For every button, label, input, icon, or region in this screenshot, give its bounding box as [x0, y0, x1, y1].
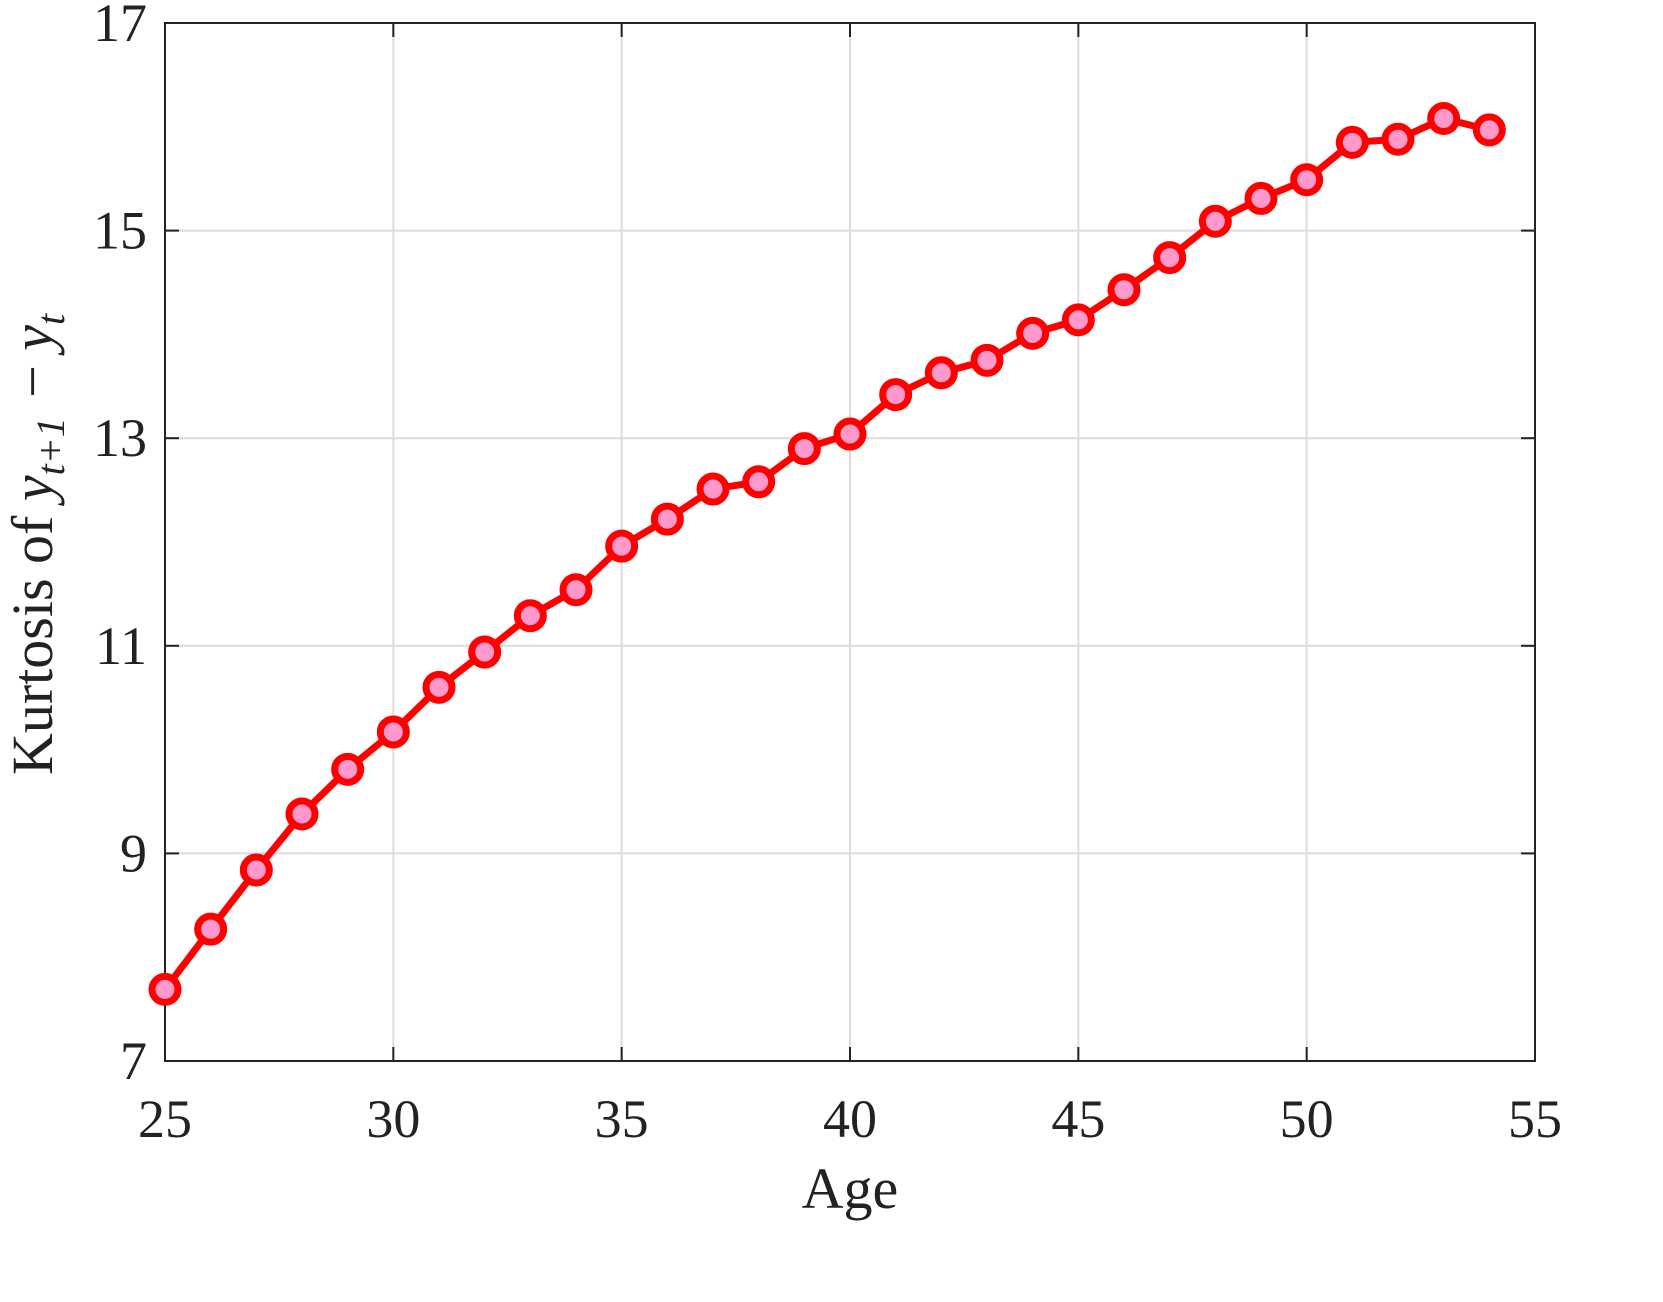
grid — [165, 23, 1535, 1061]
y-tick-label: 11 — [95, 616, 147, 676]
data-point — [879, 378, 913, 412]
series — [148, 101, 1506, 1006]
data-point — [285, 797, 319, 831]
data-point — [1061, 303, 1095, 337]
data-point — [1472, 113, 1506, 147]
y-tick-label: 15 — [93, 201, 147, 261]
data-point — [376, 715, 410, 749]
data-point — [1016, 316, 1050, 350]
x-tick-label: 50 — [1280, 1089, 1334, 1149]
data-point — [1427, 101, 1461, 135]
data-point — [1153, 241, 1187, 275]
x-tick-label: 40 — [823, 1089, 877, 1149]
data-point — [787, 432, 821, 466]
y-tick-label: 13 — [93, 408, 147, 468]
x-tick-label: 35 — [595, 1089, 649, 1149]
data-point — [559, 573, 593, 607]
data-point — [1198, 204, 1232, 238]
data-point — [1244, 181, 1278, 215]
data-point — [833, 417, 867, 451]
data-point — [1381, 122, 1415, 156]
x-tick-label: 55 — [1508, 1089, 1562, 1149]
data-point — [650, 502, 684, 536]
data-point — [194, 912, 228, 946]
y-tick-label: 9 — [120, 823, 147, 883]
x-axis-label: Age — [802, 1156, 899, 1221]
x-tick-label: 30 — [366, 1089, 420, 1149]
data-point — [696, 472, 730, 506]
ticks: 25 30 35 40 45 50 55 7 9 11 13 15 17 — [93, 0, 1562, 1149]
data-point — [1107, 273, 1141, 307]
y-tick-label: 7 — [120, 1031, 147, 1091]
data-point — [468, 635, 502, 669]
data-point — [513, 599, 547, 633]
data-point — [742, 465, 776, 499]
data-point — [970, 343, 1004, 377]
data-point — [924, 356, 958, 390]
data-point — [331, 752, 365, 786]
data-point — [239, 853, 273, 887]
data-point — [148, 972, 182, 1006]
y-axis-label: Kurtosis of yt+1 − yt — [0, 309, 73, 775]
y-tick-label: 17 — [93, 0, 147, 53]
x-tick-label: 45 — [1051, 1089, 1105, 1149]
x-tick-label: 25 — [138, 1089, 192, 1149]
series-line — [162, 114, 1491, 992]
data-point — [605, 529, 639, 563]
data-point — [1335, 125, 1369, 159]
data-point — [422, 670, 456, 704]
data-point — [1290, 163, 1324, 197]
